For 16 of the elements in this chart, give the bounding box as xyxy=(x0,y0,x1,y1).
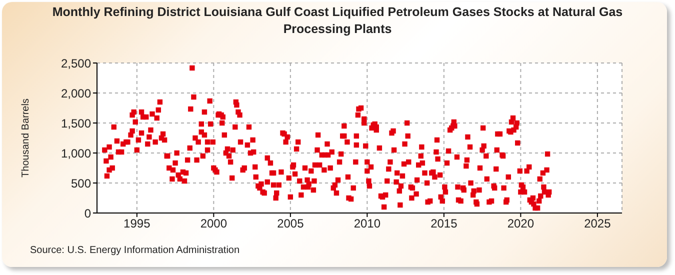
x-tick-label: 2005 xyxy=(277,216,304,231)
y-tick-label: 1,000 xyxy=(60,146,92,160)
x-tick-label: 2010 xyxy=(354,216,381,231)
source-note: Source: U.S. Energy Information Administration xyxy=(30,245,240,256)
y-tick-label: 0 xyxy=(84,206,92,220)
x-tick-label: 2015 xyxy=(430,216,458,231)
x-tick-label: 1995 xyxy=(124,216,151,231)
y-tick-label: 2,000 xyxy=(60,86,92,100)
y-tick-label: 500 xyxy=(70,176,92,190)
x-tick-label: 2025 xyxy=(584,216,612,231)
y-tick-label: 1,500 xyxy=(60,116,92,130)
x-tick-label: 2020 xyxy=(507,216,534,231)
x-tick-label: 2000 xyxy=(200,216,228,231)
chart-title: Monthly Refining District Louisiana Gulf Coast Liquified Petroleum Gases Stocks at Natural Gas Processing Plants xyxy=(51,4,624,38)
y-tick-label: 2,500 xyxy=(60,56,92,70)
y-axis-title: Thousand Barrels xyxy=(20,98,32,178)
